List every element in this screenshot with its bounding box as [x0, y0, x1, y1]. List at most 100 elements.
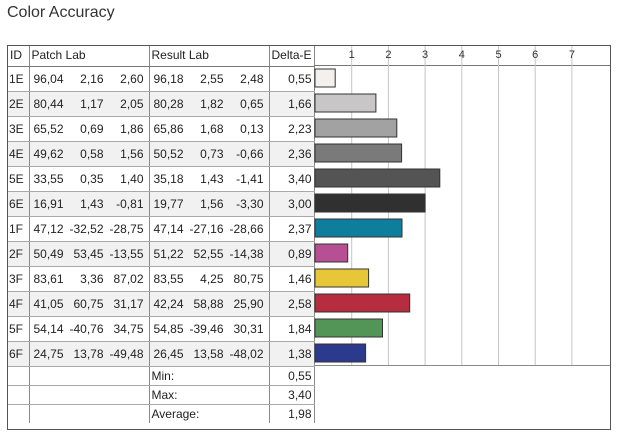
result-lab-value: -28,66	[229, 221, 264, 236]
x-tick-label: 2	[385, 49, 391, 61]
row-id: 1E	[8, 66, 30, 92]
stat-label: Max:	[149, 385, 270, 405]
patch-lab-value: -49,48	[109, 346, 144, 361]
patch-lab-value: 49,62	[33, 146, 64, 161]
x-tick-label: 3	[422, 49, 428, 61]
table-row: 3E 65,52 0,69 1,86 65,86 1,68 0,13 2,23	[8, 116, 315, 142]
patch-lab-value: 83,61	[33, 271, 64, 286]
patch-lab-value: -32,52	[69, 221, 104, 236]
bar-3E	[314, 118, 398, 138]
bar-1F	[314, 218, 403, 238]
stat-spacer	[8, 404, 30, 423]
patch-lab-value: 50,49	[33, 246, 64, 261]
result-lab-value: 35,18	[153, 171, 184, 186]
bar-2F	[314, 243, 349, 263]
result-lab-value: 1,56	[200, 196, 224, 211]
patch-lab-value: 3,36	[80, 271, 104, 286]
delta-e-value: 0,89	[269, 241, 315, 267]
result-lab: 50,52 0,73 -0,66	[149, 141, 270, 167]
bar-4E	[314, 143, 403, 163]
result-lab-value: 0,65	[240, 96, 264, 111]
result-lab: 26,45 13,58 -48,02	[149, 341, 270, 367]
result-lab-value: 80,28	[153, 96, 184, 111]
stat-spacer	[29, 366, 150, 386]
row-id: 4F	[8, 291, 30, 317]
result-lab: 47,14 -27,16 -28,66	[149, 216, 270, 242]
patch-lab: 83,61 3,36 87,02	[29, 266, 150, 292]
table-row: 1E 96,04 2,16 2,60 96,18 2,55 2,48 0,55	[8, 66, 315, 92]
result-lab-value: -27,16	[189, 221, 224, 236]
patch-lab-value: 34,75	[113, 321, 144, 336]
delta-e-value: 1,38	[269, 341, 315, 367]
delta-e-value: 2,58	[269, 291, 315, 317]
bar-5F	[314, 318, 383, 338]
result-lab: 83,55 4,25 80,75	[149, 266, 270, 292]
row-id: 4E	[8, 141, 30, 167]
patch-lab-value: -40,76	[69, 321, 104, 336]
row-id: 5E	[8, 166, 30, 192]
patch-lab-value: 24,75	[33, 346, 64, 361]
delta-e-bar-chart: 1 2 3 4 5 6 7	[314, 46, 610, 366]
result-lab-value: 50,52	[153, 146, 184, 161]
table-row: 2E 80,44 1,17 2,05 80,28 1,82 0,65 1,66	[8, 91, 315, 117]
patch-lab-value: 87,02	[113, 271, 144, 286]
patch-lab-value: 1,56	[120, 146, 144, 161]
x-tick-label: 1	[349, 49, 355, 61]
result-lab-value: 2,48	[240, 71, 264, 86]
table-row: 5E 33,55 0,35 1,40 35,18 1,43 -1,41 3,40	[8, 166, 315, 192]
delta-e-value: 1,84	[269, 316, 315, 342]
patch-lab: 41,05 60,75 31,17	[29, 291, 150, 317]
bar-6F	[314, 343, 367, 363]
delta-e-value: 3,40	[269, 166, 315, 192]
patch-lab-value: 2,60	[120, 71, 144, 86]
header-delta-e: Delta-E	[269, 46, 315, 67]
result-lab-value: 0,73	[200, 146, 224, 161]
color-accuracy-panel: ID Patch Lab Result Lab Delta-E 1E 96,04 2,16 2…	[7, 45, 611, 430]
delta-e-value: 1,46	[269, 266, 315, 292]
patch-lab: 49,62 0,58 1,56	[29, 141, 150, 167]
result-lab-value: 42,24	[153, 296, 184, 311]
result-lab-value: 58,88	[193, 296, 224, 311]
result-lab-value: 47,14	[153, 221, 184, 236]
patch-lab-value: 0,35	[80, 171, 104, 186]
stat-label: Min:	[149, 366, 270, 386]
stat-row: Average: 1,98	[8, 404, 315, 423]
result-lab-value: 51,22	[153, 246, 184, 261]
row-id: 5F	[8, 316, 30, 342]
delta-e-value: 2,36	[269, 141, 315, 167]
x-tick-label: 5	[495, 49, 501, 61]
result-lab-value: 1,43	[200, 171, 224, 186]
bar-1E	[314, 68, 336, 88]
patch-lab: 80,44 1,17 2,05	[29, 91, 150, 117]
table-row: 1F 47,12 -32,52 -28,75 47,14 -27,16 -28,66 2,37	[8, 216, 315, 242]
patch-lab-value: 31,17	[113, 296, 144, 311]
table-header-row: ID Patch Lab Result Lab Delta-E	[8, 46, 315, 67]
result-lab-value: 25,90	[233, 296, 264, 311]
patch-lab-value: 1,40	[120, 171, 144, 186]
table-row: 2F 50,49 53,45 -13,55 51,22 52,55 -14,38 0,89	[8, 241, 315, 267]
patch-lab-value: 1,43	[80, 196, 104, 211]
result-lab: 19,77 1,56 -3,30	[149, 191, 270, 217]
patch-lab-value: 2,05	[120, 96, 144, 111]
bar-3F	[314, 268, 370, 288]
result-lab-value: 30,31	[233, 321, 264, 336]
delta-e-table: ID Patch Lab Result Lab Delta-E 1E 96,04 2,16 2…	[8, 46, 315, 423]
table-row: 6E 16,91 1,43 -0,81 19,77 1,56 -3,30 3,00	[8, 191, 315, 217]
table-row: 5F 54,14 -40,76 34,75 54,85 -39,46 30,31 1,84	[8, 316, 315, 342]
patch-lab-value: 0,58	[80, 146, 104, 161]
header-id: ID	[8, 46, 30, 67]
table-row: 3F 83,61 3,36 87,02 83,55 4,25 80,75 1,46	[8, 266, 315, 292]
result-lab: 54,85 -39,46 30,31	[149, 316, 270, 342]
stat-value: 1,98	[269, 404, 315, 423]
stat-value: 3,40	[269, 385, 315, 405]
stat-label: Average:	[149, 404, 270, 423]
result-lab: 35,18 1,43 -1,41	[149, 166, 270, 192]
patch-lab: 16,91 1,43 -0,81	[29, 191, 150, 217]
delta-e-value: 0,55	[269, 66, 315, 92]
result-lab: 51,22 52,55 -14,38	[149, 241, 270, 267]
result-lab-value: 52,55	[193, 246, 224, 261]
stat-spacer	[8, 385, 30, 405]
result-lab-value: 26,45	[153, 346, 184, 361]
result-lab-value: 19,77	[153, 196, 184, 211]
stat-row: Max: 3,40	[8, 385, 315, 405]
